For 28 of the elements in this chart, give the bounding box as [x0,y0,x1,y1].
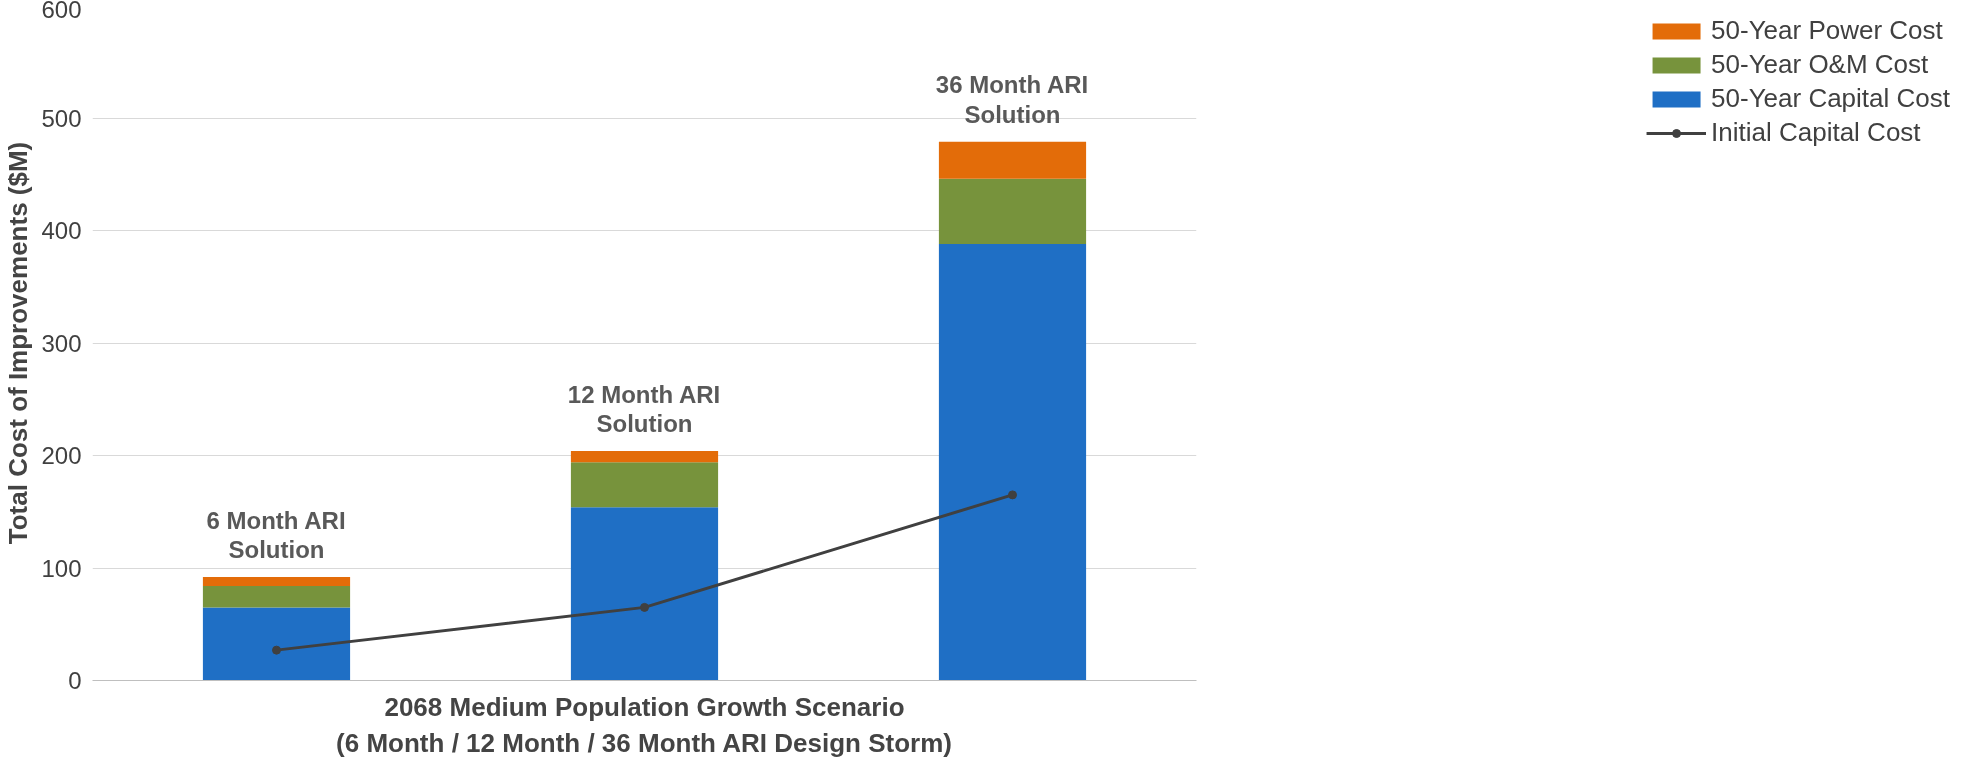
annotation: 6 Month ARI Solution [206,506,346,564]
bar [202,577,351,586]
bar [570,451,719,463]
y-tick-label: 600 [41,0,82,23]
y-tick-label: 200 [41,442,82,469]
y-tick-label: 400 [41,217,82,244]
annotation: 12 Month ARI Solution [567,380,721,438]
legend-label: Initial Capital Cost [1711,117,1921,148]
bar [938,244,1087,681]
bar [570,462,719,508]
bar [570,507,719,681]
bar [938,178,1087,244]
y-tick-label: 300 [41,329,82,357]
y-axis-title: Total Cost of Improvements ($M) [3,141,34,545]
bar [202,607,351,681]
point [1008,490,1017,500]
point [272,645,281,655]
legend-label: 50-Year Power Cost [1711,15,1943,46]
y-tick-label: 500 [41,104,82,132]
bar [938,141,1087,179]
legend-label: 50-Year Capital Cost [1711,83,1950,114]
annotation: 36 Month ARI Solution [935,71,1089,129]
x-axis-title: 2068 Medium Population Growth Scenario (6 Month / 12 Month / 36 Month ARI Design Storm) [336,691,952,758]
y-tick-label: 100 [41,554,82,582]
bar [202,586,351,608]
point [640,602,649,612]
legend-label: 50-Year O&M Cost [1711,49,1929,80]
y-tick-label: 0 [68,667,82,694]
